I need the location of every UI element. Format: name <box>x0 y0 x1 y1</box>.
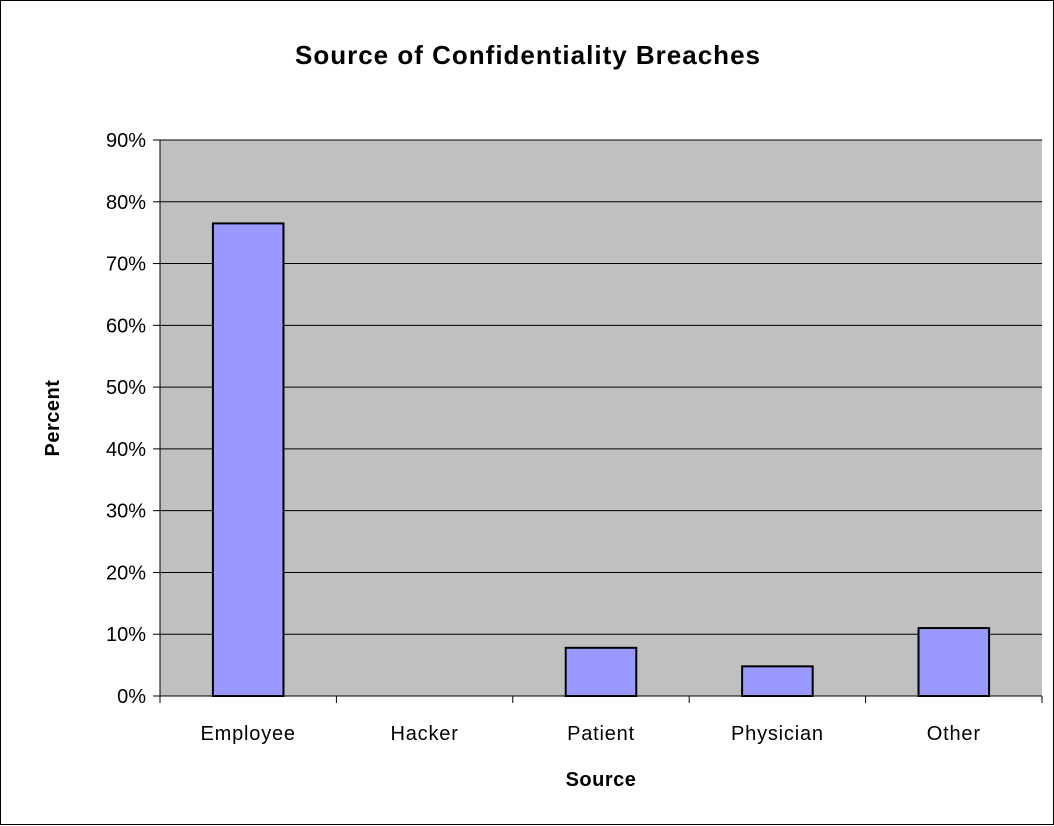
y-tick-label: 0% <box>117 686 146 708</box>
bar-patient <box>564 646 638 698</box>
bar-employee <box>211 222 285 697</box>
y-tick-label: 90% <box>106 130 146 152</box>
y-axis-title: Percent <box>42 380 64 457</box>
y-axis-ticks: 0% 10% 20% 30% 40% 50% 60% 70% 80% 90% <box>106 130 160 708</box>
y-tick-label: 80% <box>106 192 146 214</box>
plot-area <box>160 140 1042 696</box>
y-tick-label: 70% <box>106 254 146 276</box>
y-tick-label: 30% <box>106 501 146 523</box>
bar-other <box>917 627 991 697</box>
gridlines <box>160 139 1042 635</box>
y-tick-label: 40% <box>106 439 146 461</box>
x-tick-label: Employee <box>201 723 296 745</box>
x-axis-title: Source <box>566 769 637 791</box>
bar-physician <box>741 665 814 698</box>
x-tick-label: Patient <box>567 723 635 745</box>
y-tick-label: 20% <box>106 562 146 584</box>
y-tick-label: 60% <box>106 315 146 337</box>
y-tick-label: 50% <box>106 377 146 399</box>
x-axis-ticks: Employee Hacker Patient Physician Other <box>159 696 1043 745</box>
y-tick-label: 10% <box>106 624 146 646</box>
x-tick-label: Physician <box>731 723 824 745</box>
x-tick-label: Other <box>927 723 981 745</box>
chart-title: Source of Confidentiality Breaches <box>295 40 761 70</box>
bars <box>211 222 991 698</box>
x-tick-label: Hacker <box>391 723 459 745</box>
